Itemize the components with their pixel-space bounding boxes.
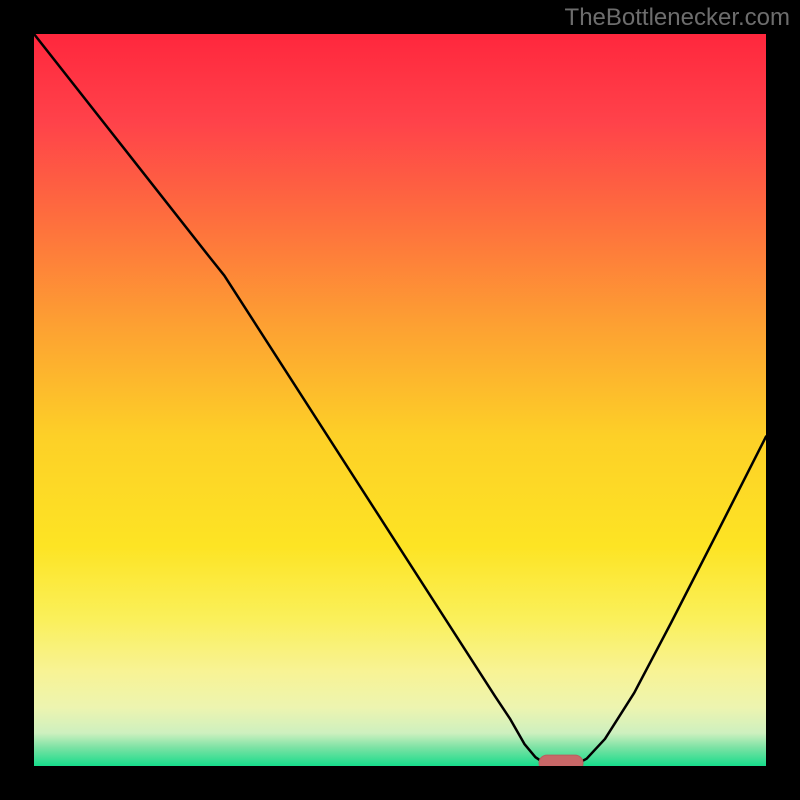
watermark-text: TheBottlenecker.com [565,4,790,32]
bottleneck-chart [34,34,766,766]
optimal-marker [539,755,583,766]
chart-background [34,34,766,766]
